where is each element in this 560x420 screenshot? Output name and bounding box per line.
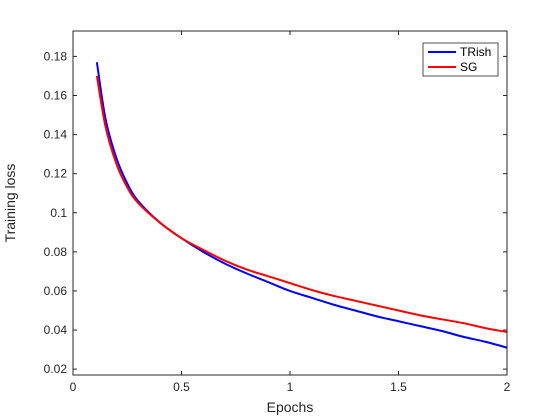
series-layer <box>95 62 508 349</box>
series-line-trish <box>95 62 508 349</box>
y-tick-label: 0.1 <box>50 206 67 220</box>
x-axis-ticks: 0 0.5 1 1.5 2 <box>70 31 511 394</box>
series-line-sg <box>95 75 508 333</box>
legend-label-trish: TRish <box>460 45 491 59</box>
y-tick-label: 0.18 <box>44 49 68 63</box>
x-tick-label: 1.5 <box>390 380 407 394</box>
y-tick-label: 0.12 <box>44 167 68 181</box>
x-axis-label: Epochs <box>267 399 314 415</box>
legend: TRish SG <box>422 42 499 77</box>
y-tick-label: 0.06 <box>44 284 68 298</box>
y-tick-label: 0.14 <box>44 128 68 142</box>
x-tick-label: 2 <box>504 380 511 394</box>
y-tick-label: 0.02 <box>44 362 68 376</box>
y-axis-label: Training loss <box>2 164 18 243</box>
legend-box <box>422 42 499 77</box>
y-axis-ticks: 0.02 0.04 0.06 0.08 0.1 0.12 0.14 0.16 0.18 <box>44 49 507 376</box>
y-tick-label: 0.08 <box>44 245 68 259</box>
legend-label-sg: SG <box>460 60 477 74</box>
x-tick-label: 0.5 <box>173 380 190 394</box>
x-tick-label: 1 <box>287 380 294 394</box>
y-tick-label: 0.04 <box>44 323 68 337</box>
y-tick-label: 0.16 <box>44 89 68 103</box>
x-tick-label: 0 <box>70 380 77 394</box>
